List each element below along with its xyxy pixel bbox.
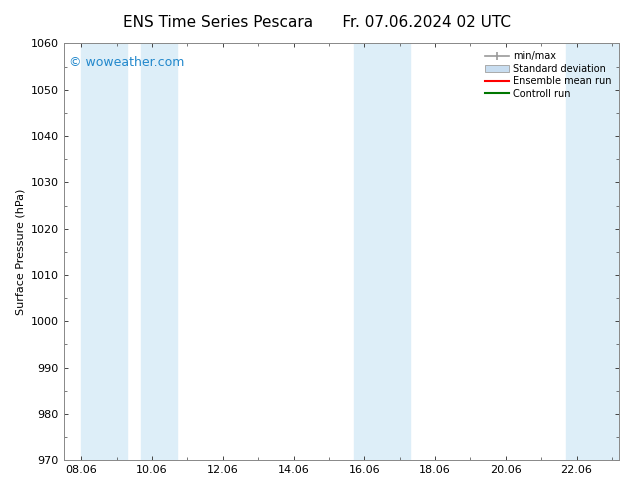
Text: ENS Time Series Pescara      Fr. 07.06.2024 02 UTC: ENS Time Series Pescara Fr. 07.06.2024 0… xyxy=(123,15,511,30)
Bar xyxy=(354,44,410,460)
Text: © woweather.com: © woweather.com xyxy=(69,56,184,69)
Y-axis label: Surface Pressure (hPa): Surface Pressure (hPa) xyxy=(15,189,25,315)
Bar xyxy=(141,44,177,460)
Bar xyxy=(566,44,619,460)
Legend: min/max, Standard deviation, Ensemble mean run, Controll run: min/max, Standard deviation, Ensemble me… xyxy=(482,49,614,101)
Bar xyxy=(81,44,127,460)
